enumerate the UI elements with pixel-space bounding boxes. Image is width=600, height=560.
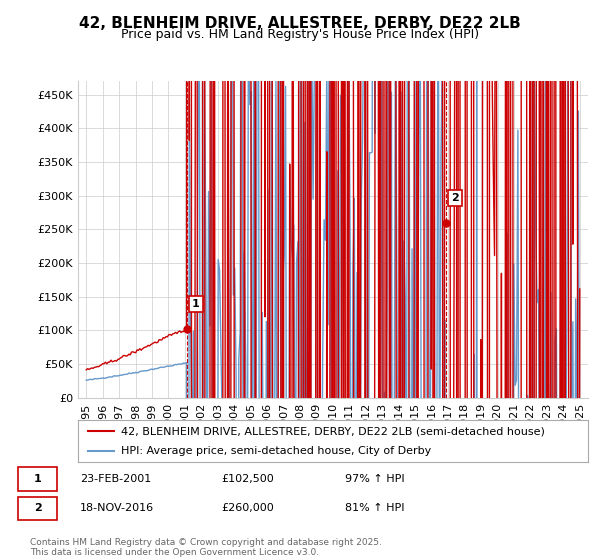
Text: 97% ↑ HPI: 97% ↑ HPI [345, 474, 405, 484]
Text: Price paid vs. HM Land Registry's House Price Index (HPI): Price paid vs. HM Land Registry's House … [121, 28, 479, 41]
Text: £102,500: £102,500 [221, 474, 274, 484]
Text: 23-FEB-2001: 23-FEB-2001 [80, 474, 151, 484]
Text: 1: 1 [34, 474, 41, 484]
Text: 2: 2 [451, 193, 459, 203]
FancyBboxPatch shape [18, 497, 58, 520]
Text: 2: 2 [34, 503, 41, 514]
Text: 1: 1 [192, 299, 200, 309]
Text: HPI: Average price, semi-detached house, City of Derby: HPI: Average price, semi-detached house,… [121, 446, 431, 456]
Text: £260,000: £260,000 [221, 503, 274, 514]
Text: 81% ↑ HPI: 81% ↑ HPI [345, 503, 404, 514]
Text: 42, BLENHEIM DRIVE, ALLESTREE, DERBY, DE22 2LB (semi-detached house): 42, BLENHEIM DRIVE, ALLESTREE, DERBY, DE… [121, 426, 545, 436]
Text: Contains HM Land Registry data © Crown copyright and database right 2025.
This d: Contains HM Land Registry data © Crown c… [30, 538, 382, 557]
FancyBboxPatch shape [18, 467, 58, 491]
Text: 18-NOV-2016: 18-NOV-2016 [80, 503, 154, 514]
Text: 42, BLENHEIM DRIVE, ALLESTREE, DERBY, DE22 2LB: 42, BLENHEIM DRIVE, ALLESTREE, DERBY, DE… [79, 16, 521, 31]
